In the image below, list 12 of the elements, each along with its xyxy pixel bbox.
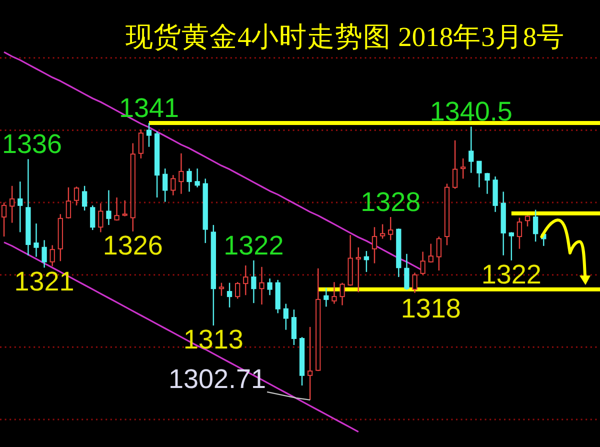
annotation: 1341 [118,92,180,123]
title: 现货黄金4小时走势图 2018年3月8号 [125,21,565,52]
annotation: 1340.5 [430,96,512,127]
annotation: 1313 [183,324,244,354]
annotation: 1326 [102,230,163,260]
annotation: 1321 [14,266,74,297]
annotation: 1328 [360,187,421,217]
annotation: 1302.71 [168,364,266,394]
annotation: 1322 [481,259,542,290]
annotation: 1322 [224,230,284,260]
annotation: 1318 [400,293,461,324]
annotation: 1336 [2,129,62,160]
